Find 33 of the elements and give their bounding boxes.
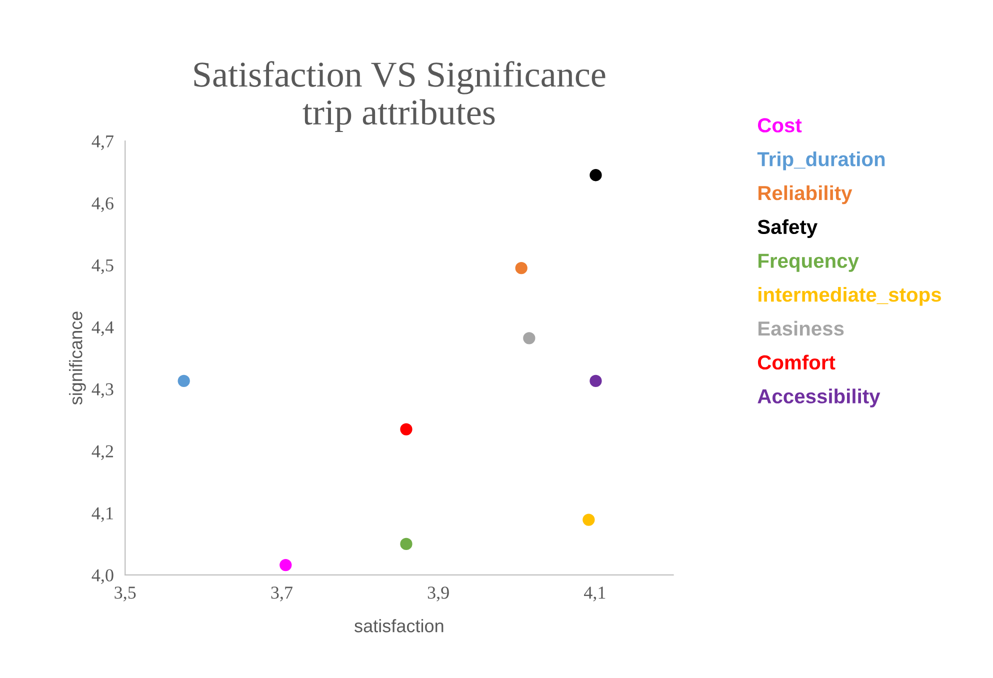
text: intermediate_stops <box>758 287 941 306</box>
point <box>523 332 536 344</box>
y-tick-label: 4,7 <box>92 135 114 150</box>
y-tick-label: 4,1 <box>92 507 113 522</box>
chart-title: Satisfaction VS Significance trip attributes <box>194 61 606 132</box>
text: Comfort <box>758 354 836 370</box>
point <box>590 374 602 387</box>
point <box>515 262 528 274</box>
point <box>178 374 190 387</box>
text: Accessibility <box>758 388 880 408</box>
text: Trip_duration <box>757 152 885 170</box>
point <box>400 423 412 436</box>
point <box>400 538 412 550</box>
text: Cost <box>758 118 802 132</box>
x-tick-label: 3,7 <box>271 586 292 602</box>
text: Safety <box>758 219 818 238</box>
text: Easiness <box>758 320 844 336</box>
point <box>280 558 292 572</box>
x-tick-label: 3,9 <box>428 586 449 602</box>
y-tick-label: 4,6 <box>92 197 114 212</box>
y-tick-label: 4,4 <box>92 321 114 336</box>
point <box>590 169 602 182</box>
y-axis-title: significance <box>69 312 86 405</box>
text: Frequency <box>758 254 859 272</box>
y-tick-label: 4,5 <box>92 259 114 274</box>
point <box>582 514 595 526</box>
x-axis-title: satisfaction <box>354 619 444 632</box>
x-tick-label: 3,5 <box>114 586 136 602</box>
x-tick-label: 4,1 <box>584 586 606 602</box>
text: Reliability <box>758 185 852 204</box>
y-tick-label: 4,3 <box>92 383 114 398</box>
y-tick-label: 4,2 <box>92 445 114 460</box>
y-tick-label: 4,0 <box>92 569 114 584</box>
